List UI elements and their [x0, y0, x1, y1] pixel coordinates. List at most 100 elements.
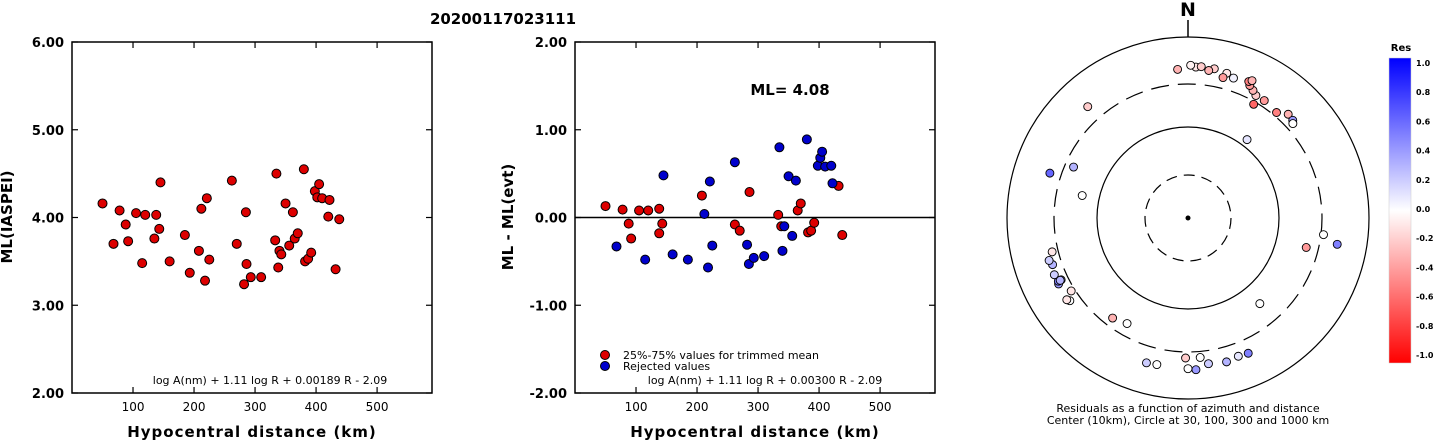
station-residual-point	[1044, 256, 1054, 265]
rejected-point	[748, 252, 759, 263]
ml-point	[240, 207, 251, 218]
rejected-point	[759, 251, 770, 262]
ml-point	[231, 238, 242, 249]
rejected-point	[704, 176, 715, 187]
y-tick-label: 5.00	[32, 124, 64, 139]
ring-1000km	[1006, 36, 1370, 400]
colorbar-tick-label: -0.8	[1416, 322, 1434, 331]
station-residual-point	[1049, 270, 1059, 280]
colorbar-tick-label: 0.0	[1416, 205, 1431, 214]
station-residual-point	[1204, 66, 1214, 75]
y-tick-label: 4.00	[32, 212, 64, 227]
colorbar-title: Res	[1391, 43, 1411, 54]
residual-colorbar: Res 1.0 0.8 0.6 0.4 0.2 0.0 -0.2 -0.4 -0.6 -0.8 -1…	[1388, 43, 1434, 364]
y-tick-label: 3.00	[32, 299, 64, 314]
ml-point	[149, 233, 160, 244]
rejected-point	[774, 142, 785, 153]
ml-point	[204, 254, 215, 265]
residual-vs-distance-panel: 100 200 300 400 500 -2.00 -1.00 0.00 1.00 2.00 ML…	[499, 36, 936, 441]
ml-vs-distance-panel: 100 200 300 400 500 2.00 3.00 4.00 5.00 6.00 log …	[0, 36, 433, 441]
ml-point	[108, 238, 119, 249]
station-residual-point	[1108, 313, 1118, 323]
station-residual-point	[1122, 319, 1132, 328]
ml-point	[330, 264, 341, 275]
station-residual-point	[1259, 96, 1269, 106]
legend-label-rejected: Rejected values	[623, 360, 710, 373]
ml-point	[226, 175, 237, 186]
station-residual-point	[1152, 360, 1162, 370]
center-dot	[1185, 215, 1191, 221]
rejected-point	[703, 262, 714, 273]
trimmed-point	[634, 205, 645, 216]
ml-point	[137, 258, 148, 269]
ml-point	[271, 168, 282, 179]
station-residual-point	[1229, 73, 1238, 83]
rejected-point	[826, 160, 837, 171]
rejected-point	[777, 245, 788, 256]
station-residual-point	[1196, 62, 1206, 72]
station-residual-point	[1288, 119, 1298, 129]
station-residual-point	[1069, 162, 1079, 172]
colorbar-tick-group: 1.0 0.8 0.6 0.4 0.2 0.0 -0.2 -0.4 -0.6 -0.8 -1.0	[1416, 59, 1434, 360]
caption-line-2: Center (10km), Circle at 30, 100, 300 an…	[1047, 414, 1329, 427]
trimmed-point	[600, 201, 611, 212]
colorbar-tick-label: 0.6	[1416, 117, 1431, 126]
legend-marker-trimmed	[600, 350, 610, 360]
ml-point	[241, 259, 252, 270]
ml-point	[97, 198, 108, 209]
ml-point	[284, 240, 295, 251]
x-tick-label: 500	[366, 400, 389, 414]
ring-100km	[1096, 126, 1280, 310]
north-label: N	[1180, 0, 1196, 21]
station-residual-point	[1283, 109, 1293, 119]
ml-point	[114, 205, 125, 216]
formula-label: log A(nm) + 1.11 log R + 0.00300 R - 2.0…	[648, 374, 882, 387]
rejected-point	[640, 254, 651, 265]
trimmed-point	[773, 209, 784, 220]
legend-marker-rejected	[600, 361, 610, 371]
trimmed-point	[654, 203, 665, 214]
y-tick-label: -2.00	[530, 387, 567, 402]
ml-point	[193, 245, 204, 256]
ml-point	[273, 262, 284, 273]
colorbar-tick-label: -0.6	[1416, 293, 1434, 302]
station-residual-point	[1083, 102, 1093, 112]
station-residual-point	[1195, 353, 1205, 362]
colorbar-tick-label: 0.8	[1416, 88, 1431, 97]
rejected-point	[801, 134, 812, 145]
rejected-point	[742, 239, 753, 250]
station-residual-point	[1319, 230, 1328, 240]
trimmed-point	[643, 205, 654, 216]
plot-frame	[71, 41, 433, 394]
y-tick-label: 6.00	[32, 36, 64, 51]
ml-point	[200, 275, 211, 286]
ml-point	[151, 209, 162, 220]
ring-30km	[1144, 174, 1232, 262]
station-residual-point	[1247, 76, 1257, 86]
ml-point	[201, 193, 212, 204]
station-residual-point	[1332, 239, 1342, 249]
station-residual-point	[1066, 286, 1076, 296]
station-group	[1044, 60, 1342, 375]
tick-group: 100 200 300 400 500 2.00 3.00 4.00 5.00 6.00	[32, 36, 432, 414]
x-tick-label: 400	[305, 400, 328, 414]
rejected-point	[707, 240, 718, 251]
trimmed-point	[734, 225, 745, 236]
station-residual-point	[1173, 64, 1183, 74]
y-tick-label: 1.00	[535, 124, 567, 139]
trimmed-point	[626, 233, 637, 244]
colorbar-tick-label: -0.4	[1416, 263, 1434, 272]
x-axis-label: Hypocentral distance (km)	[630, 423, 880, 441]
ml-point	[120, 219, 131, 230]
colorbar-gradient	[1388, 57, 1412, 364]
ml-point	[179, 230, 190, 241]
colorbar-tick-label: 0.4	[1416, 147, 1431, 156]
ml-point	[280, 198, 291, 209]
rejected-point	[729, 157, 740, 168]
ml-point	[164, 256, 175, 267]
station-residual-point	[1077, 191, 1087, 200]
x-tick-label: 400	[808, 400, 831, 414]
point-group	[97, 164, 345, 290]
rejected-point	[817, 146, 828, 157]
station-residual-point	[1062, 295, 1072, 305]
